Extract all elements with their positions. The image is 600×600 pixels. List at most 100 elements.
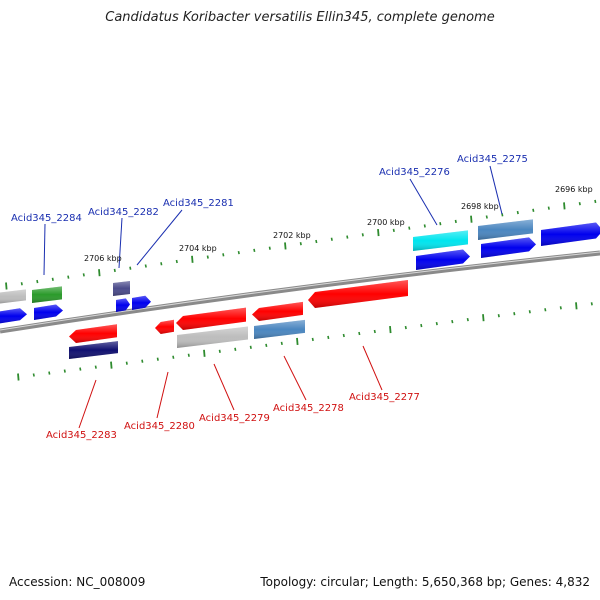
top-scale-tick (315, 239, 318, 244)
accession-text: Accession: NC_008009 (9, 575, 146, 589)
bottom-scale-tick (466, 317, 469, 322)
top-scale-tick (485, 215, 488, 219)
gene-acid345-2280-shading (155, 319, 174, 334)
top-scale-tick (222, 253, 225, 257)
gene-acid345-2279-shading (176, 307, 246, 330)
top-scale-tick (439, 222, 442, 226)
genome-backbone (0, 250, 600, 334)
bottom-scale-tick (17, 373, 20, 381)
bottom-scale-tick (172, 355, 175, 359)
gene-acid345-2278-shading (252, 301, 303, 321)
gene-acid345-2277-shading (308, 280, 408, 308)
leader-acid345-2281 (136, 209, 183, 266)
scale-label-2702: 2702 kbp (273, 231, 311, 240)
gene-label-acid345-2276: Acid345_2276 (379, 167, 450, 178)
leader-acid345-2275 (489, 165, 503, 215)
top-scale-tick (594, 199, 597, 204)
top-scale-tick (377, 229, 380, 237)
top-scale-tick (160, 262, 163, 266)
gene-blue-5-shading (416, 249, 470, 270)
bottom-scale-tick (234, 347, 237, 351)
gene-acid345-2275-shading (478, 219, 533, 240)
leader-acid345-2277 (362, 345, 383, 391)
bottom-scale-tick (48, 371, 51, 375)
genome-backbone-highlight (0, 251, 600, 331)
top-scale-tick (129, 266, 132, 270)
bottom-scale-tick (265, 343, 268, 348)
gene-blue-6-shading (481, 237, 536, 258)
bottom-scale-tick (497, 314, 500, 318)
gene-label-acid345-2283: Acid345_2283 (46, 430, 117, 441)
top-scale-tick (547, 206, 550, 210)
bottom-scale-tick (280, 341, 283, 346)
gene-steel-2-shading (254, 319, 305, 339)
scale-label-2704: 2704 kbp (179, 244, 217, 253)
bottom-scale-tick (141, 359, 144, 363)
gene-blue-3-shading (116, 298, 130, 312)
leader-acid345-2282 (118, 217, 123, 269)
top-scale-tick (392, 228, 395, 233)
bottom-scale-tick (513, 312, 516, 316)
gene-acid345-2276-shading (413, 230, 468, 251)
top-scale-tick (67, 275, 70, 279)
bottom-scale-tick (327, 335, 330, 340)
leader-acid345-2278 (283, 355, 307, 401)
bottom-scale-tick (32, 373, 35, 377)
gene-label-acid345-2284: Acid345_2284 (11, 213, 82, 224)
leader-acid345-2283 (78, 379, 97, 429)
bottom-scale-tick (389, 325, 392, 334)
top-scale-tick (237, 250, 240, 255)
bottom-scale-tick (373, 329, 376, 334)
top-scale-tick (191, 255, 194, 263)
top-scale-tick (51, 277, 54, 281)
bottom-scale-tick (482, 314, 485, 322)
top-scale-tick (113, 268, 116, 273)
bottom-scale-tick (311, 337, 314, 342)
top-scale-tick (36, 279, 39, 284)
gene-blue-2-shading (34, 304, 63, 320)
scale-label-2696: 2696 kbp (555, 185, 593, 194)
gene-acid345-2282-shading (113, 280, 130, 296)
leader-acid345-2280 (156, 371, 169, 419)
bottom-scale-tick (187, 353, 190, 357)
gene-label-acid345-2278: Acid345_2278 (273, 403, 344, 414)
leader-acid345-2279 (213, 363, 235, 411)
gene-gray-2-shading (177, 326, 248, 348)
top-scale-tick (408, 226, 411, 230)
top-scale-tick (563, 202, 566, 210)
leader-acid345-2276 (409, 178, 438, 226)
bottom-scale-tick (435, 321, 438, 326)
top-scale-tick (299, 242, 302, 246)
gene-label-acid345-2280: Acid345_2280 (124, 421, 195, 432)
top-scale-tick (330, 237, 333, 241)
gene-label-acid345-2277: Acid345_2277 (349, 392, 420, 403)
top-scale-tick (20, 282, 23, 286)
bottom-scale-tick (218, 349, 221, 353)
top-scale-tick (361, 233, 364, 237)
gene-label-acid345-2281: Acid345_2281 (163, 198, 234, 209)
gene-label-acid345-2279: Acid345_2279 (199, 413, 270, 424)
scale-label-2706: 2706 kbp (84, 254, 122, 263)
bottom-scale-tick (110, 361, 113, 369)
bottom-scale-tick (451, 319, 454, 324)
gene-acid345-2283-shading (69, 324, 117, 343)
top-scale-tick (454, 219, 457, 224)
bottom-scale-tick (203, 349, 206, 357)
top-scale-tick (532, 208, 535, 212)
top-scale-tick (5, 282, 8, 290)
bottom-scale-tick (559, 306, 562, 310)
bottom-scale-tick (420, 323, 423, 328)
bottom-scale-tick (590, 302, 593, 306)
bottom-scale-tick (575, 302, 578, 310)
top-scale-tick (98, 269, 101, 277)
gene-blue-4-shading (132, 295, 151, 310)
gene-label-acid345-2282: Acid345_2282 (88, 207, 159, 218)
bottom-scale-tick (358, 331, 361, 336)
top-scale-tick (268, 246, 271, 250)
gene-navy-shading (69, 341, 118, 359)
top-scale-tick (423, 224, 426, 228)
top-scale-tick (144, 264, 147, 268)
gene-blue-7-shading (541, 222, 600, 246)
